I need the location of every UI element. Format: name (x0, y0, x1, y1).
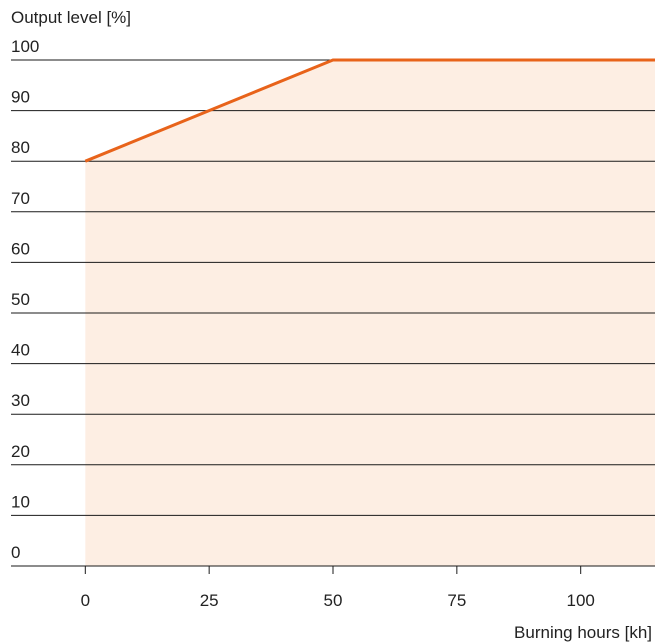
y-tick-label-60: 60 (11, 239, 30, 258)
y-tick-label-50: 50 (11, 290, 30, 309)
y-tick-label-30: 30 (11, 391, 30, 410)
y-tick-label-0: 0 (11, 543, 20, 562)
line-layer (84, 58, 655, 163)
y-tick-label-40: 40 (11, 341, 30, 360)
y-tick-label-70: 70 (11, 189, 30, 208)
y-tick-labels: 0 10 20 30 40 50 60 70 80 90 100 (11, 37, 39, 562)
y-tick-label-90: 90 (11, 88, 30, 107)
y-tick-label-20: 20 (11, 442, 30, 461)
x-tick-label-100: 100 (567, 591, 595, 610)
y-axis-label: Output level [%] (11, 8, 131, 27)
x-tick-label-25: 25 (200, 591, 219, 610)
y-tick-label-10: 10 (11, 492, 30, 511)
x-tick-label-50: 50 (324, 591, 343, 610)
x-axis-label: Burning hours [kh] (514, 623, 652, 642)
output-level-line (84, 58, 655, 163)
y-tick-label-80: 80 (11, 138, 30, 157)
x-tick-label-75: 75 (447, 591, 466, 610)
x-tick-label-0: 0 (81, 591, 90, 610)
y-tick-label-100: 100 (11, 37, 39, 56)
x-axis: 0 25 50 75 100 (81, 566, 595, 610)
